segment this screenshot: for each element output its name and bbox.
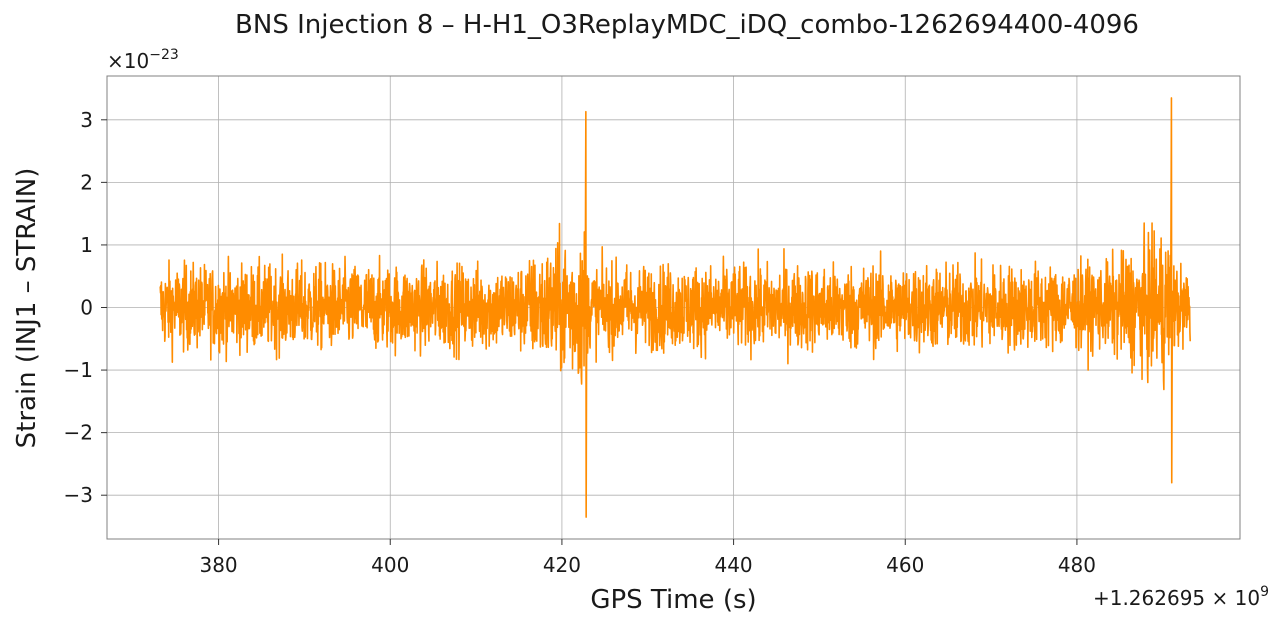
y-tick-label: −3 [64, 483, 93, 507]
x-tick-label: 400 [371, 553, 409, 577]
x-offset-times: × 10 [1205, 586, 1261, 610]
x-axis-offset: +1.262695 × 109 [1093, 584, 1269, 610]
x-tick-label: 460 [886, 553, 924, 577]
y-axis-scale-factor: ×10−23 [107, 47, 179, 73]
x-tick-label: 380 [199, 553, 237, 577]
data-series [159, 97, 1192, 518]
y-tick-label: 0 [80, 296, 93, 320]
x-offset-base: +1.262695 [1092, 586, 1206, 610]
chart-title: BNS Injection 8 – H-H1_O3ReplayMDC_iDQ_c… [235, 10, 1139, 40]
x-tick-label: 440 [714, 553, 752, 577]
x-axis-ticks: 380 400 420 440 460 480 [199, 539, 1096, 577]
y-tick-label: 3 [80, 108, 93, 132]
x-tick-label: 480 [1058, 553, 1096, 577]
strain-series-line [159, 97, 1192, 518]
y-tick-label: −2 [64, 421, 93, 445]
y-tick-label: 1 [80, 233, 93, 257]
y-scale-base: ×10 [107, 49, 150, 73]
y-scale-exponent: −23 [149, 47, 179, 63]
x-tick-label: 420 [543, 553, 581, 577]
x-axis-label: GPS Time (s) [590, 585, 757, 615]
y-tick-label: −1 [64, 358, 93, 382]
x-offset-exponent: 9 [1260, 584, 1269, 600]
y-tick-label: 2 [80, 170, 93, 194]
y-axis-ticks: −3 −2 −1 0 1 2 3 [64, 108, 107, 507]
